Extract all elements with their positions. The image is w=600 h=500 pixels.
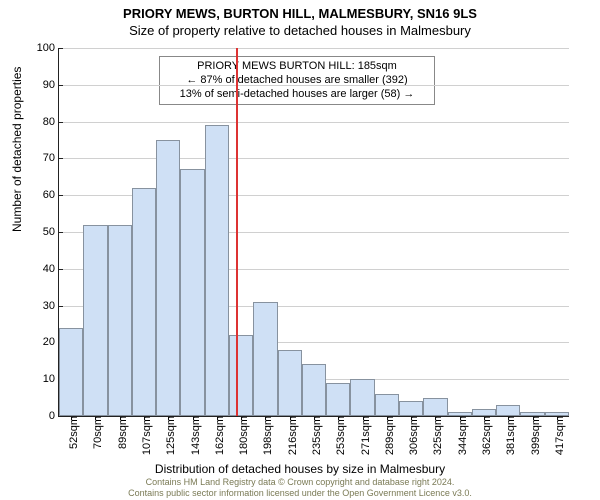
histogram-bar [326, 383, 350, 416]
annotation-box: PRIORY MEWS BURTON HILL: 185sqm ← 87% of… [159, 56, 435, 105]
footer-attribution: Contains HM Land Registry data © Crown c… [0, 477, 600, 498]
x-tick-label: 381sqm [499, 416, 517, 455]
x-tick-label: 235sqm [305, 416, 323, 455]
histogram-bar [180, 169, 204, 416]
title-line-2: Size of property relative to detached ho… [0, 23, 600, 38]
histogram-bar [399, 401, 423, 416]
x-tick-label: 271sqm [354, 416, 372, 455]
x-tick-label: 143sqm [184, 416, 202, 455]
x-tick-label: 162sqm [208, 416, 226, 455]
x-tick-label: 216sqm [281, 416, 299, 455]
x-tick-label: 417sqm [548, 416, 566, 455]
footer-line-2: Contains public sector information licen… [0, 488, 600, 498]
footer-line-1: Contains HM Land Registry data © Crown c… [0, 477, 600, 487]
y-tick-label: 30 [43, 300, 59, 312]
histogram-bar [423, 398, 447, 416]
histogram-bar [132, 188, 156, 416]
chart-title-block: PRIORY MEWS, BURTON HILL, MALMESBURY, SN… [0, 0, 600, 38]
x-tick-label: 107sqm [135, 416, 153, 455]
histogram-bar [229, 335, 253, 416]
x-tick-label: 52sqm [62, 416, 80, 449]
x-axis-label: Distribution of detached houses by size … [0, 462, 600, 476]
y-tick-label: 70 [43, 152, 59, 164]
x-tick-label: 253sqm [329, 416, 347, 455]
histogram-bar [156, 140, 180, 416]
x-tick-label: 289sqm [378, 416, 396, 455]
y-tick-label: 0 [49, 410, 59, 422]
x-tick-label: 89sqm [111, 416, 129, 449]
title-line-1: PRIORY MEWS, BURTON HILL, MALMESBURY, SN… [0, 6, 600, 21]
x-tick-label: 180sqm [232, 416, 250, 455]
y-tick-label: 90 [43, 79, 59, 91]
y-axis-label: Number of detached properties [10, 67, 24, 232]
annotation-line-3: 13% of semi-detached houses are larger (… [166, 88, 428, 102]
histogram-bar [108, 225, 132, 416]
y-tick-label: 40 [43, 263, 59, 275]
y-tick-label: 100 [37, 42, 59, 54]
gridline [59, 122, 569, 123]
x-tick-label: 198sqm [256, 416, 274, 455]
histogram-bar [350, 379, 374, 416]
y-tick-label: 60 [43, 189, 59, 201]
y-tick-label: 50 [43, 226, 59, 238]
y-tick-label: 10 [43, 373, 59, 385]
gridline [59, 48, 569, 49]
histogram-bar [278, 350, 302, 416]
x-tick-label: 306sqm [402, 416, 420, 455]
histogram-bar [472, 409, 496, 416]
x-tick-label: 399sqm [524, 416, 542, 455]
x-tick-label: 125sqm [159, 416, 177, 455]
histogram-bar [496, 405, 520, 416]
histogram-bar [253, 302, 277, 416]
x-tick-label: 344sqm [451, 416, 469, 455]
histogram-bar [83, 225, 107, 416]
histogram-bar [59, 328, 83, 416]
gridline [59, 158, 569, 159]
histogram-bar [375, 394, 399, 416]
y-tick-label: 20 [43, 336, 59, 348]
x-tick-label: 362sqm [475, 416, 493, 455]
annotation-line-1: PRIORY MEWS BURTON HILL: 185sqm [166, 60, 428, 74]
x-tick-label: 325sqm [426, 416, 444, 455]
chart-plot-area: PRIORY MEWS BURTON HILL: 185sqm ← 87% of… [58, 48, 569, 417]
gridline [59, 85, 569, 86]
histogram-bar [302, 364, 326, 416]
histogram-bar [205, 125, 229, 416]
highlight-marker-line [236, 48, 238, 416]
y-tick-label: 80 [43, 116, 59, 128]
x-tick-label: 70sqm [86, 416, 104, 449]
